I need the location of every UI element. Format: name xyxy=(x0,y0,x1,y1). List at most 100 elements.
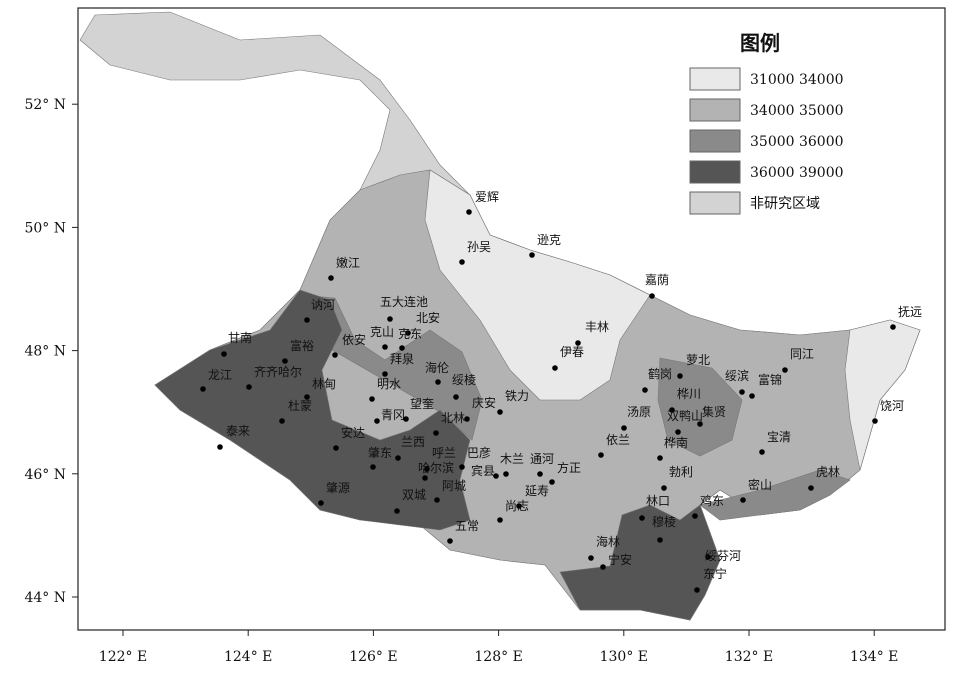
city-label: 北安 xyxy=(416,310,440,325)
lon-tick-label: 124° E xyxy=(224,649,272,665)
city-label: 通河 xyxy=(530,452,554,466)
city-label: 青冈 xyxy=(381,408,405,422)
lat-tick-label: 46° N xyxy=(24,467,66,483)
city-label: 富裕 xyxy=(290,338,314,353)
city-label: 五大连池 xyxy=(380,294,428,309)
city-dot xyxy=(387,316,393,322)
city-label: 密山 xyxy=(748,477,772,492)
city-dot xyxy=(374,418,380,424)
city-label: 依安 xyxy=(342,332,366,347)
city-dot xyxy=(621,425,627,431)
city-dot xyxy=(890,324,896,330)
city-dot xyxy=(694,587,700,593)
city-dot xyxy=(588,555,594,561)
city-dot xyxy=(657,455,663,461)
lon-tick-label: 132° E xyxy=(725,649,773,665)
city-dot xyxy=(304,317,310,323)
city-label: 鹤岗 xyxy=(648,366,672,381)
city-label: 龙江 xyxy=(208,368,232,382)
legend-label: 36000 39000 xyxy=(750,165,844,181)
city-dot xyxy=(503,471,509,477)
city-dot xyxy=(332,352,338,358)
city-dot xyxy=(552,365,558,371)
city-dot xyxy=(447,538,453,544)
lat-tick-label: 50° N xyxy=(24,220,66,236)
city-dot xyxy=(318,500,324,506)
city-dot xyxy=(739,389,745,395)
city-label: 绥滨 xyxy=(725,368,749,383)
city-label: 哈尔滨 xyxy=(418,460,454,475)
city-label: 铁力 xyxy=(505,389,529,403)
city-label: 穆棱 xyxy=(652,514,676,529)
city-label: 巴彦 xyxy=(467,445,491,460)
city-label: 双鸭山 xyxy=(667,409,703,423)
city-label: 克东 xyxy=(398,327,422,341)
city-label: 肇东 xyxy=(368,445,392,460)
city-dot xyxy=(217,444,223,450)
city-dot xyxy=(516,503,522,509)
zone-31000-34000 xyxy=(424,169,651,401)
city-label: 饶河 xyxy=(880,399,904,413)
lat-tick-label: 48° N xyxy=(24,344,66,360)
city-label: 木兰 xyxy=(500,452,524,466)
city-label: 兰西 xyxy=(401,435,425,449)
city-dot xyxy=(435,379,441,385)
city-label: 五常 xyxy=(455,519,479,533)
city-label: 望奎 xyxy=(410,396,434,411)
city-label: 方正 xyxy=(557,460,581,475)
city-dot xyxy=(598,452,604,458)
city-label: 拜泉 xyxy=(390,352,414,366)
lon-tick-label: 134° E xyxy=(850,649,898,665)
lon-tick-label: 122° E xyxy=(99,649,147,665)
city-dot xyxy=(333,445,339,451)
city-dot xyxy=(537,471,543,477)
city-label: 海林 xyxy=(596,534,620,549)
city-dot xyxy=(433,430,439,436)
city-label: 东宁 xyxy=(703,566,727,581)
city-label: 林甸 xyxy=(312,377,336,391)
city-dot xyxy=(369,396,375,402)
city-label: 集贤 xyxy=(702,404,726,419)
city-dot xyxy=(399,345,405,351)
city-dot xyxy=(782,367,788,373)
city-label: 嫩江 xyxy=(336,256,360,270)
zone-36000-39000 xyxy=(559,504,721,621)
city-label: 嘉荫 xyxy=(645,273,669,287)
city-dot xyxy=(759,449,765,455)
city-dot xyxy=(279,418,285,424)
city-dot xyxy=(459,464,465,470)
city-dot xyxy=(661,485,667,491)
city-dot xyxy=(464,416,470,422)
city-dot xyxy=(200,386,206,392)
city-label: 尚志 xyxy=(505,499,529,513)
city-label: 肇源 xyxy=(326,480,350,495)
city-label: 伊春 xyxy=(560,345,584,359)
city-dot xyxy=(692,513,698,519)
city-dot xyxy=(677,373,683,379)
lon-tick-label: 126° E xyxy=(349,649,397,665)
city-dot xyxy=(424,466,430,472)
city-label: 齐齐哈尔 xyxy=(254,364,302,379)
city-dot xyxy=(600,564,606,570)
city-label: 宁安 xyxy=(608,552,632,567)
city-label: 宾县 xyxy=(471,463,495,478)
city-label: 庆安 xyxy=(472,395,496,410)
lat-tick-label: 52° N xyxy=(24,97,66,113)
city-dot xyxy=(466,209,472,215)
city-label: 同江 xyxy=(790,347,814,361)
city-label: 鸡东 xyxy=(700,493,724,508)
map-layers xyxy=(79,11,921,621)
zone-31000-34000 xyxy=(844,319,921,471)
city-label: 北林 xyxy=(441,411,465,425)
city-dot xyxy=(422,475,428,481)
city-dot xyxy=(740,497,746,503)
legend-label: 非研究区域 xyxy=(750,196,820,212)
legend-label: 34000 35000 xyxy=(750,103,844,119)
city-dot xyxy=(529,252,535,258)
legend-swatch xyxy=(689,67,741,91)
city-dot xyxy=(246,384,252,390)
city-label: 海伦 xyxy=(425,360,449,375)
city-dot xyxy=(304,394,310,400)
city-dot xyxy=(808,485,814,491)
